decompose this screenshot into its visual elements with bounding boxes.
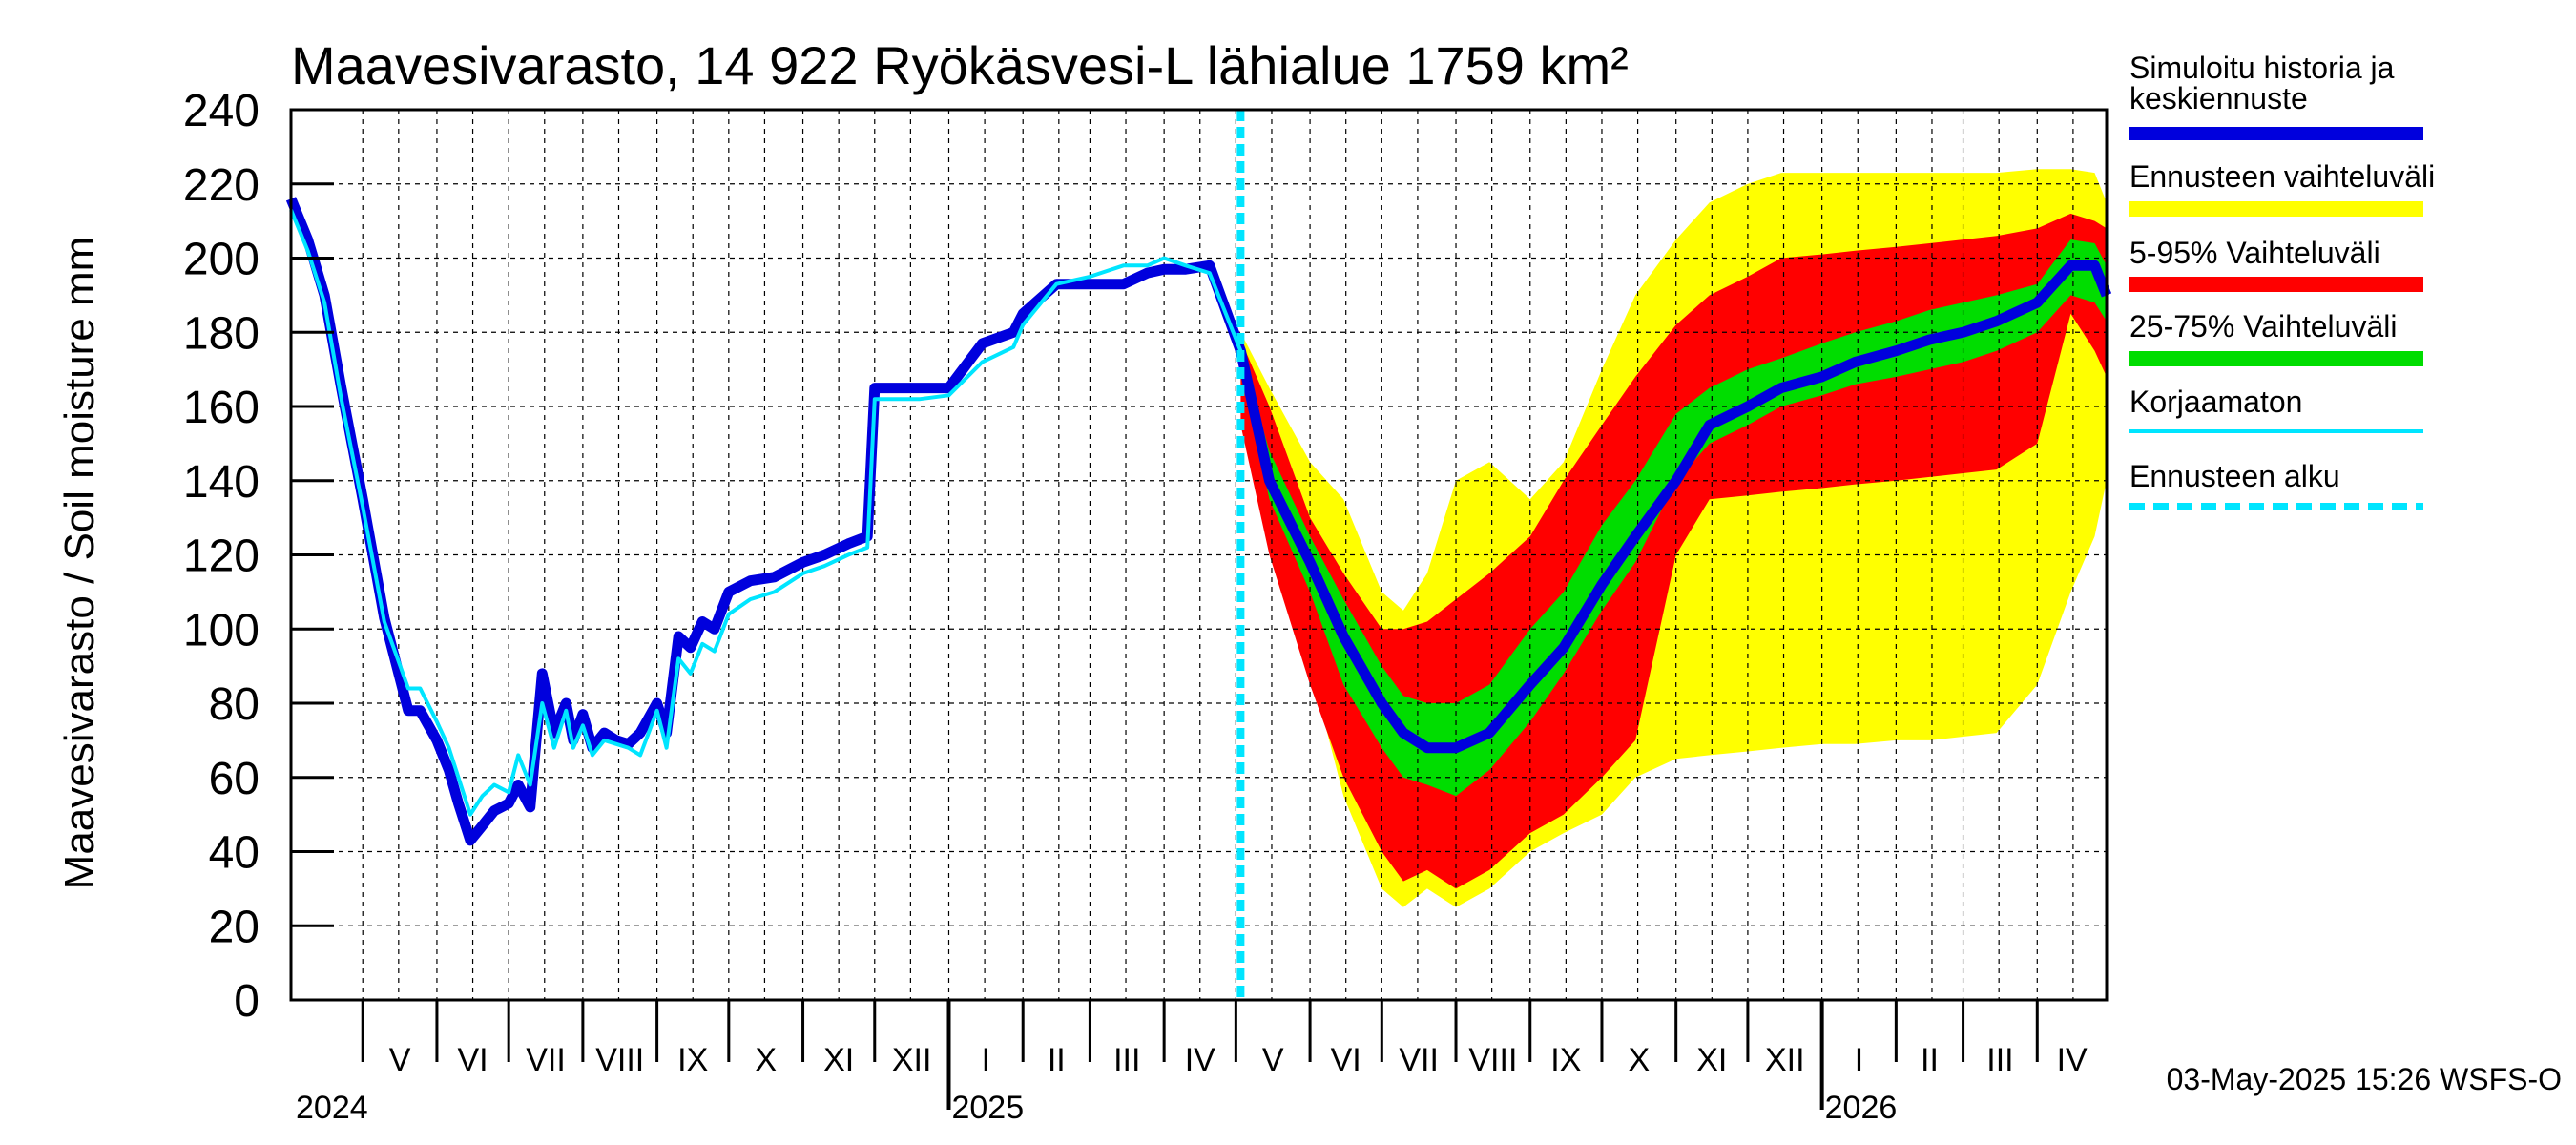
month-label: VIII	[1468, 1042, 1517, 1078]
series-lines	[285, 110, 2112, 1000]
legend-label: Simuloitu historia ja	[2129, 51, 2395, 85]
grid	[291, 110, 2107, 1000]
month-label: I	[1855, 1042, 1863, 1078]
chart-title: Maavesivarasto, 14 922 Ryökäsvesi-L lähi…	[291, 35, 1629, 95]
month-label: IV	[1185, 1042, 1215, 1078]
month-label: V	[389, 1042, 411, 1078]
legend-item-3: 25-75% Vaihteluväli	[2129, 309, 2423, 366]
y-tick-label: 20	[209, 902, 260, 952]
y-tick-label: 160	[183, 383, 260, 433]
timestamp-footer: 03-May-2025 15:26 WSFS-O	[2167, 1062, 2562, 1096]
month-label: III	[1113, 1042, 1140, 1078]
y-tick-label: 60	[209, 754, 260, 804]
y-tick-label: 100	[183, 605, 260, 656]
y-tick-label: 180	[183, 308, 260, 359]
year-label: 2024	[296, 1090, 368, 1126]
y-tick-label: 140	[183, 457, 260, 508]
legend-item-1: Ennusteen vaihteluväli	[2129, 159, 2435, 217]
month-label: XII	[892, 1042, 932, 1078]
month-label: X	[1628, 1042, 1650, 1078]
y-tick-label: 0	[234, 976, 260, 1027]
forecast-bands	[1240, 169, 2107, 907]
month-label: XII	[1765, 1042, 1805, 1078]
legend-label: Korjaamaton	[2129, 385, 2302, 419]
y-tick-label: 120	[183, 531, 260, 582]
month-label: VI	[457, 1042, 488, 1078]
month-label: II	[1048, 1042, 1066, 1078]
month-label: VIII	[595, 1042, 644, 1078]
month-label: V	[1262, 1042, 1284, 1078]
legend-label: 25-75% Vaihteluväli	[2129, 309, 2397, 344]
month-label: III	[1986, 1042, 2013, 1078]
month-label: VII	[526, 1042, 566, 1078]
band-25-75	[1240, 239, 2107, 797]
month-label: II	[1921, 1042, 1939, 1078]
legend-item-5: Ennusteen alku	[2129, 459, 2423, 510]
legend-item-2: 5-95% Vaihteluväli	[2129, 236, 2423, 292]
y-tick-label: 240	[183, 86, 260, 136]
y-tick-label: 40	[209, 828, 260, 879]
y-axis-label: Maavesivarasto / Soil moisture mm	[56, 237, 103, 890]
legend-item-4: Korjaamaton	[2129, 385, 2423, 433]
y-tick-label: 220	[183, 160, 260, 211]
y-tick-label: 80	[209, 679, 260, 730]
month-label: X	[755, 1042, 777, 1078]
year-label: 2025	[951, 1090, 1024, 1126]
month-label: XI	[1696, 1042, 1727, 1078]
y-tick-label: 200	[183, 235, 260, 285]
legend-label: keskiennuste	[2129, 81, 2308, 115]
month-label: IX	[677, 1042, 708, 1078]
legend-label: Ennusteen vaihteluväli	[2129, 159, 2435, 194]
month-label: IV	[2057, 1042, 2088, 1078]
month-label: VI	[1331, 1042, 1361, 1078]
legend-label: Ennusteen alku	[2129, 459, 2340, 493]
month-label: IX	[1550, 1042, 1581, 1078]
month-label: VII	[1399, 1042, 1439, 1078]
legend-label: 5-95% Vaihteluväli	[2129, 236, 2380, 270]
series-simulated-line	[285, 197, 2112, 846]
year-label: 2026	[1825, 1090, 1898, 1126]
series-uncorrected-line	[289, 209, 1243, 817]
month-label: XI	[823, 1042, 854, 1078]
month-label: I	[982, 1042, 990, 1078]
